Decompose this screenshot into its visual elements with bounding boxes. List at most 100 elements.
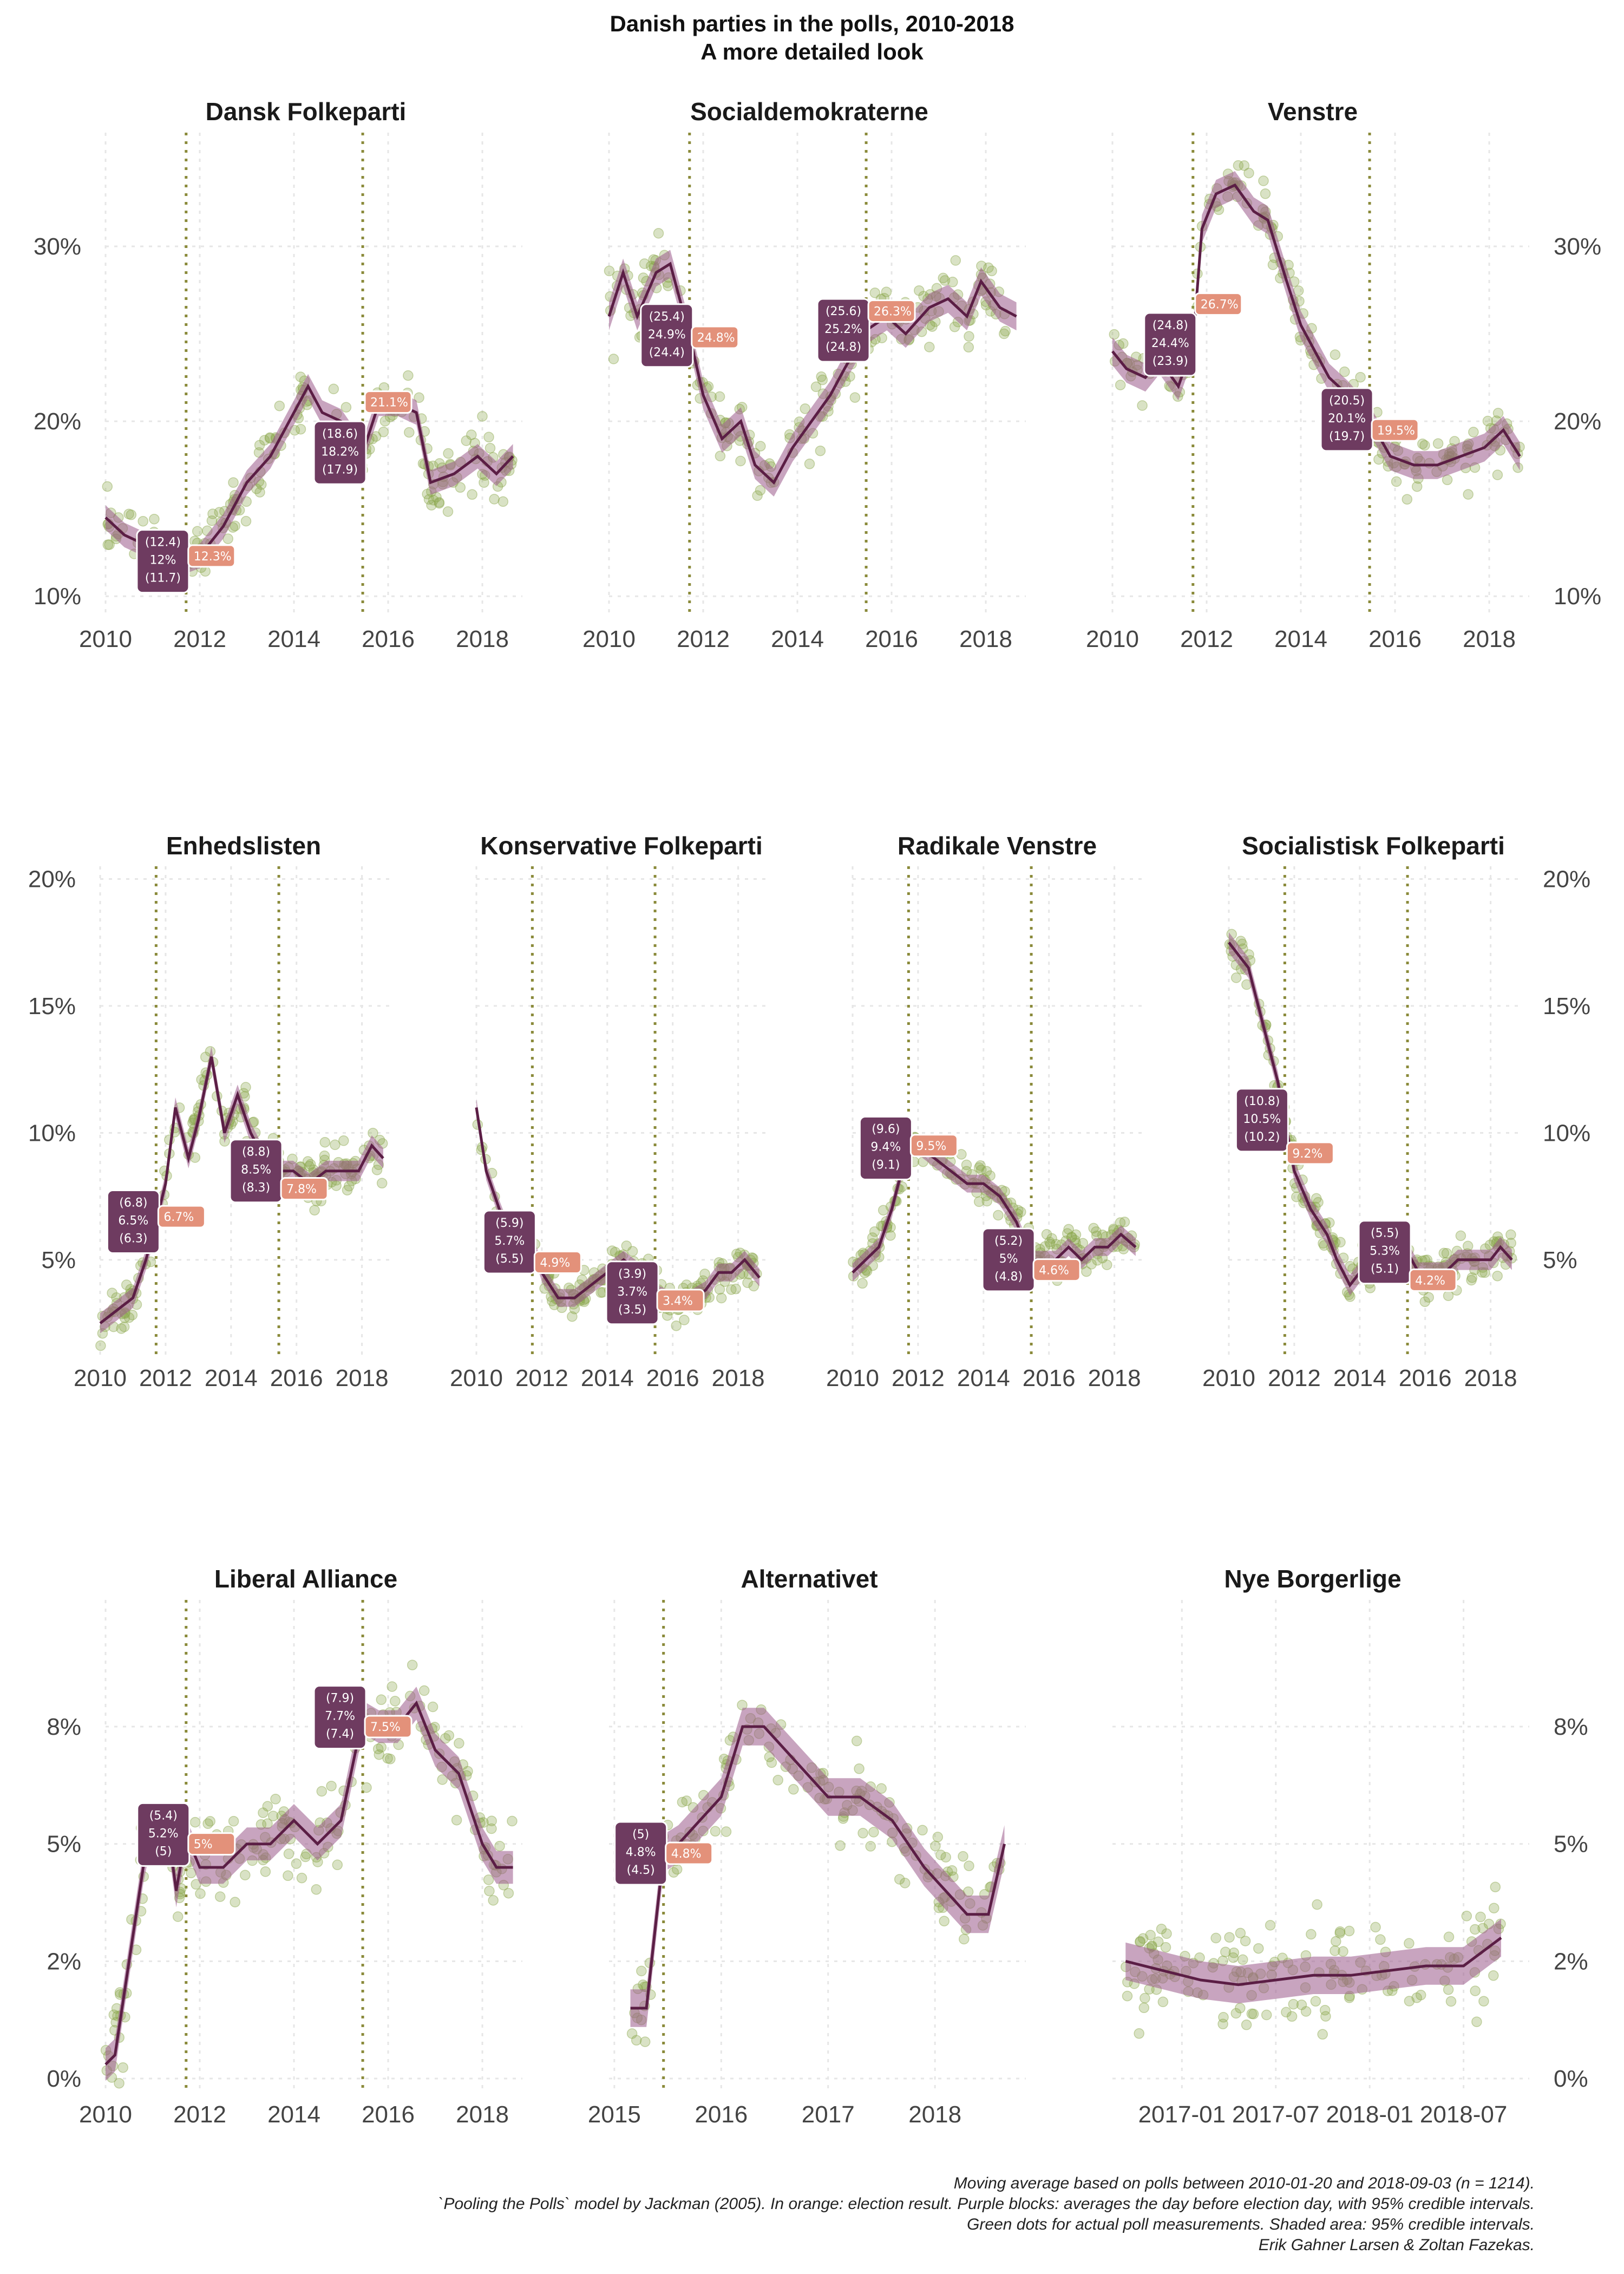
- poll-dot: [924, 342, 935, 352]
- panel-title-konservative-folkeparti: Konservative Folkeparti: [480, 832, 763, 860]
- poll-dot: [608, 354, 619, 364]
- poll-dot: [202, 1818, 213, 1829]
- poll-dot: [1419, 1296, 1431, 1307]
- xtick-label-2: 2014: [771, 626, 824, 652]
- poll-dot: [1122, 1990, 1133, 2002]
- poll-dot: [304, 1161, 315, 1172]
- poll-dot: [715, 450, 726, 462]
- poll-dot: [1137, 1933, 1149, 1944]
- poll-dot: [326, 1780, 337, 1792]
- poll-dot: [748, 1280, 759, 1292]
- poll-dot: [440, 1733, 451, 1744]
- poll-dot: [610, 1246, 621, 1258]
- poll-dot: [295, 371, 306, 382]
- poll-dot: [1253, 1943, 1264, 1954]
- estimate-block-bg: [1358, 1220, 1412, 1285]
- estimate-block-label-1: 5%: [999, 1252, 1018, 1266]
- poll-dot: [1373, 454, 1384, 465]
- poll-dot: [300, 1851, 311, 1863]
- ytick-label-0: 0%: [47, 2066, 81, 2092]
- poll-dot: [291, 1858, 302, 1869]
- poll-dot: [1224, 1932, 1235, 1943]
- poll-dot: [489, 494, 500, 505]
- poll-dot: [914, 285, 925, 296]
- poll-dot: [1239, 160, 1250, 171]
- election-result-label: 21.1%: [370, 396, 408, 410]
- poll-dot: [228, 1815, 239, 1827]
- poll-dot: [205, 1816, 215, 1827]
- estimate-block-label-2: (7.4): [326, 1728, 354, 1741]
- poll-dot: [1235, 936, 1246, 946]
- poll-dot: [319, 1151, 330, 1161]
- estimate-block-label-2: (5.1): [1371, 1263, 1399, 1276]
- poll-dot: [1062, 1228, 1073, 1239]
- poll-dot: [1445, 1996, 1457, 2007]
- poll-dot: [876, 1783, 887, 1794]
- xtick-label-2: 2014: [267, 626, 320, 652]
- xtick-label-4: 2018: [1463, 626, 1516, 652]
- poll-dot: [434, 497, 445, 508]
- poll-dot: [1488, 1970, 1499, 1981]
- estimate-block-label-2: (6.3): [119, 1232, 147, 1245]
- estimate-block-bg: [229, 1139, 283, 1204]
- poll-dot: [1235, 2003, 1246, 2014]
- poll-dot: [817, 374, 828, 385]
- poll-dot: [930, 1840, 941, 1852]
- poll-dot: [423, 494, 435, 505]
- poll-dot: [742, 1277, 753, 1288]
- poll-dot: [1330, 349, 1341, 360]
- poll-dot: [636, 1965, 647, 1977]
- poll-dot: [766, 1757, 777, 1768]
- poll-dot: [958, 1851, 968, 1862]
- poll-dot: [1320, 2011, 1331, 2022]
- panel-socialistisk-folkeparti: Socialistisk Folkeparti 5% 10% 15% 20% 2010 20…: [1202, 832, 1590, 1391]
- panel-title-socialdemokraterne: Socialdemokraterne: [690, 97, 928, 126]
- estimate-block-label-1: 25.2%: [824, 323, 862, 336]
- estimate-block-label-0: (18.6): [322, 427, 358, 441]
- panel-title-liberal-alliance: Liberal Alliance: [214, 1565, 397, 1593]
- poll-dot: [259, 435, 270, 446]
- caption-line-2: `Pooling the Polls` model by Jackman (20…: [438, 2195, 1535, 2213]
- poll-dot: [1086, 1259, 1097, 1270]
- poll-dot: [376, 1694, 387, 1706]
- estimate-block-label-1: 24.4%: [1151, 337, 1189, 350]
- poll-dot: [679, 1315, 690, 1325]
- xtick-label-3: 2016: [646, 1365, 699, 1391]
- xtick-label-3: 2016: [865, 626, 918, 652]
- poll-dot: [1489, 1903, 1499, 1913]
- election-result-label: 9.2%: [1292, 1147, 1322, 1161]
- election-result-1: 5%: [187, 1832, 236, 1856]
- poll-dot: [379, 416, 391, 427]
- estimate-block-2: (5.5) 5.3% (5.1): [1358, 1220, 1412, 1285]
- poll-dot: [442, 506, 454, 517]
- ytick-label-2: 30%: [1554, 233, 1601, 260]
- ytick-label-1: 20%: [1554, 408, 1601, 435]
- poll-dot: [1370, 1922, 1381, 1933]
- estimate-block-label-0: (5.9): [495, 1217, 523, 1230]
- estimate-block-1: (5.9) 5.7% (5.5): [482, 1210, 536, 1275]
- poll-dot: [443, 1730, 455, 1741]
- poll-dot: [1411, 1992, 1422, 2003]
- election-result-1: 24.8%: [691, 325, 739, 349]
- poll-dot: [494, 1840, 505, 1852]
- election-result-bg: [364, 390, 412, 414]
- estimate-block-label-1: 7.7%: [325, 1710, 355, 1723]
- poll-dot: [1455, 1230, 1466, 1241]
- poll-dot: [1243, 167, 1254, 179]
- poll-dot: [486, 1815, 497, 1826]
- poll-dot: [258, 1807, 269, 1818]
- poll-dot: [961, 1159, 972, 1171]
- poll-dot: [332, 1859, 343, 1871]
- poll-dot: [857, 1827, 868, 1839]
- estimate-block-label-0: (20.5): [1329, 394, 1365, 408]
- poll-dot: [1310, 1996, 1321, 2007]
- election-result-label: 6.7%: [163, 1211, 194, 1224]
- xtick-label-1: 2012: [1180, 626, 1233, 652]
- xtick-label-3: 2016: [1023, 1365, 1076, 1391]
- poll-dot: [1338, 1946, 1348, 1957]
- poll-dot: [567, 1311, 578, 1322]
- ytick-label-0: 10%: [34, 583, 81, 610]
- xtick-label-3: 2016: [270, 1365, 323, 1391]
- estimate-block-1: (5.4) 5.2% (5): [136, 1802, 191, 1867]
- estimate-block-label-1: 8.5%: [241, 1164, 271, 1177]
